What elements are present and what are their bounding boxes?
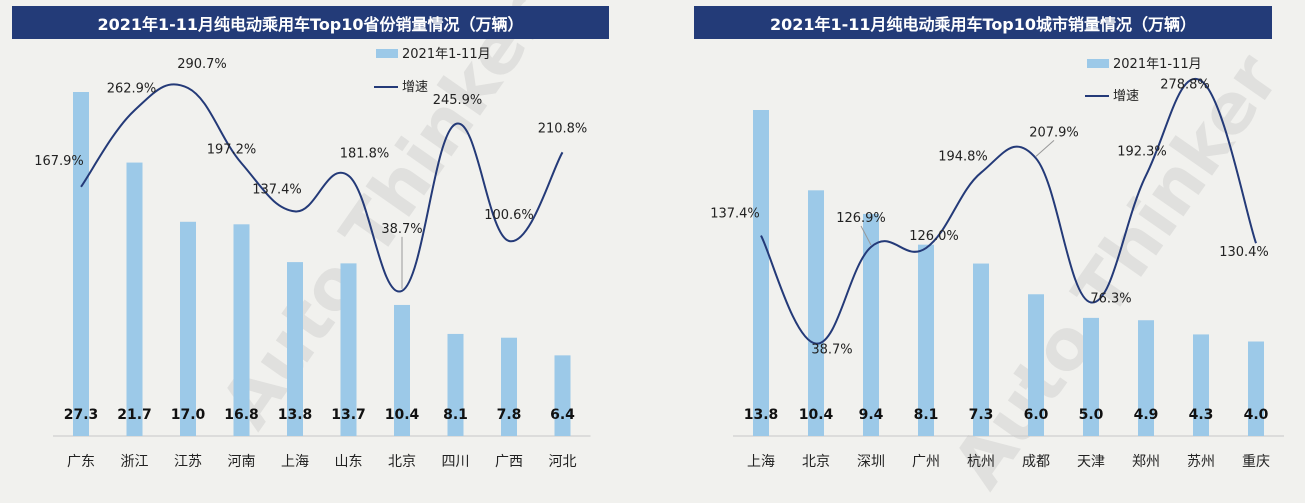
growth-data-label: 167.9% — [34, 154, 84, 169]
bar-value-label: 8.1 — [914, 407, 939, 423]
growth-data-label: 278.8% — [1160, 78, 1210, 93]
category-label: 天津 — [1077, 454, 1105, 470]
growth-data-label: 76.3% — [1090, 291, 1131, 306]
growth-data-label: 197.2% — [207, 142, 257, 157]
growth-data-label: 126.0% — [909, 229, 959, 244]
bar — [554, 355, 571, 436]
category-label: 北京 — [388, 454, 416, 470]
category-label: 深圳 — [857, 454, 885, 470]
province-chart-title: 2021年1-11月纯电动乘用车Top10省份销量情况（万辆） — [12, 6, 609, 39]
city-chart: 13.8 上海 10.4 北京 9.4 深圳 8.1 广州 7.3 杭州 6.0 成都 5.0 天津 4.9… — [710, 57, 1284, 470]
bar — [73, 92, 89, 436]
growth-data-label: 137.4% — [252, 182, 302, 197]
legend-bar-label: 2021年1-11月 — [402, 47, 491, 62]
legend-bar-label: 2021年1-11月 — [1113, 57, 1202, 72]
growth-data-label: 137.4% — [710, 207, 760, 222]
bar-value-label: 7.3 — [969, 407, 994, 423]
bar-value-label: 9.4 — [859, 407, 884, 423]
bar-value-label: 13.8 — [278, 407, 313, 423]
city-chart-title: 2021年1-11月纯电动乘用车Top10城市销量情况（万辆） — [694, 6, 1272, 39]
bar — [340, 263, 357, 436]
growth-data-label: 210.8% — [538, 121, 588, 136]
bar — [287, 262, 303, 436]
bar — [1028, 294, 1044, 436]
category-label: 上海 — [281, 454, 309, 470]
bar — [973, 263, 989, 436]
legend-bar-swatch — [376, 49, 398, 58]
category-label: 杭州 — [967, 454, 995, 470]
category-label: 郑州 — [1132, 454, 1160, 470]
growth-data-label: 100.6% — [484, 208, 534, 223]
bar — [180, 221, 196, 436]
bar-value-label: 13.7 — [331, 407, 366, 423]
bar-value-label: 4.3 — [1189, 407, 1214, 423]
bar — [753, 110, 769, 436]
province-chart-panel: Auto Thinker 2021年1-11月纯电动乘用车Top10省份销量情况… — [0, 0, 640, 484]
growth-data-label: 290.7% — [177, 57, 227, 72]
bar-value-label: 6.0 — [1024, 407, 1049, 423]
bar — [808, 190, 824, 436]
growth-data-label: 130.4% — [1219, 245, 1269, 260]
legend-bar-swatch — [1087, 59, 1109, 68]
bar-value-label: 7.8 — [497, 407, 522, 423]
growth-data-label: 181.8% — [340, 147, 390, 162]
category-label: 河北 — [549, 454, 577, 470]
bar — [1193, 334, 1209, 436]
growth-data-label: 126.9% — [836, 211, 886, 226]
bar-value-label: 16.8 — [224, 407, 259, 423]
bar-value-label: 17.0 — [171, 407, 206, 423]
bar — [447, 333, 464, 436]
bar-value-label: 21.7 — [117, 407, 152, 423]
bar-value-label: 13.8 — [744, 407, 779, 423]
category-label: 广州 — [912, 454, 940, 470]
bar — [233, 224, 250, 436]
category-label: 上海 — [747, 454, 775, 470]
label-leader-line — [860, 225, 872, 246]
category-label: 广西 — [495, 454, 523, 470]
category-label: 浙江 — [121, 454, 149, 470]
bar-value-label: 6.4 — [550, 407, 575, 423]
category-label: 成都 — [1022, 454, 1050, 470]
growth-data-label: 194.8% — [938, 150, 988, 165]
category-label: 广东 — [67, 454, 95, 470]
category-label: 重庆 — [1242, 454, 1270, 470]
label-leader-line — [1035, 139, 1055, 157]
bar — [863, 213, 879, 436]
bar-value-label: 4.9 — [1134, 407, 1159, 423]
bar — [918, 244, 934, 436]
bar-value-label: 27.3 — [64, 407, 99, 423]
bar-value-label: 4.0 — [1244, 407, 1269, 423]
category-label: 山东 — [335, 454, 363, 470]
category-label: 江苏 — [174, 454, 202, 470]
bar — [1138, 320, 1154, 436]
growth-data-label: 262.9% — [107, 81, 157, 96]
bar-value-label: 10.4 — [385, 407, 420, 423]
growth-line — [80, 83, 564, 293]
bar — [1248, 341, 1264, 436]
bar — [126, 162, 143, 437]
bar-value-label: 10.4 — [799, 407, 834, 423]
bar-value-label: 5.0 — [1079, 407, 1104, 423]
bar — [501, 337, 517, 436]
category-label: 四川 — [442, 454, 470, 470]
growth-data-label: 192.3% — [1117, 144, 1167, 159]
legend-line-label: 增速 — [1113, 89, 1139, 104]
legend-line-label: 增速 — [402, 80, 428, 95]
growth-data-label: 38.7% — [811, 343, 852, 358]
category-label: 河南 — [228, 454, 256, 470]
growth-line — [760, 77, 1257, 345]
category-label: 北京 — [802, 454, 830, 470]
growth-data-label: 207.9% — [1029, 125, 1079, 140]
province-chart: 27.3 广东 21.7 浙江 17.0 江苏 16.8 河南 13.8 上海 13.7 山东 10.4… — [34, 47, 591, 470]
bar-value-label: 8.1 — [443, 407, 468, 423]
bar — [394, 304, 410, 436]
city-chart-panel: Auto Thinker 2021年1-11月纯电动乘用车Top10城市销量情况… — [662, 0, 1305, 503]
bar — [1083, 317, 1099, 436]
growth-data-label: 245.9% — [433, 93, 483, 108]
category-label: 苏州 — [1187, 454, 1215, 470]
growth-data-label: 38.7% — [381, 222, 422, 237]
